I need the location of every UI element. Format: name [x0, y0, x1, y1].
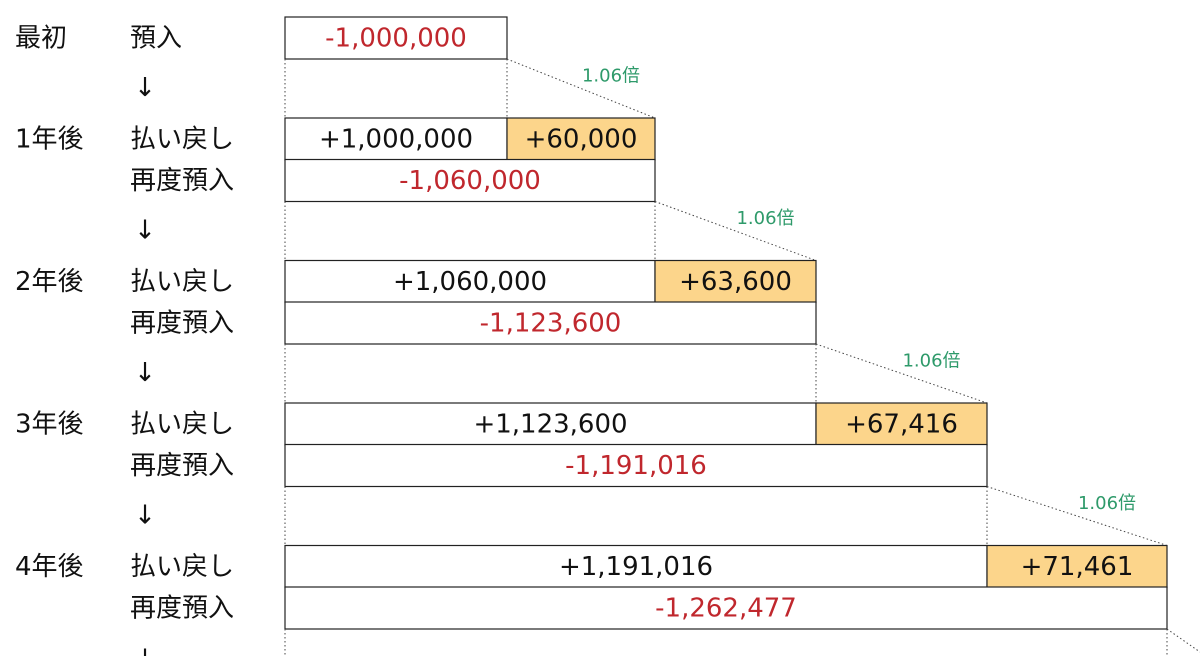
row-action: 再度預入: [130, 451, 234, 481]
redeposit-amount: -1,262,477: [655, 594, 797, 624]
refund-amount: +1,060,000: [393, 267, 547, 297]
redeposit-amount: -1,060,000: [399, 166, 541, 196]
row-action: 払い戻し: [130, 410, 234, 440]
arrow: ↓: [134, 645, 156, 656]
row-label: 2年後: [15, 267, 84, 297]
redeposit-box: [284, 158, 656, 203]
interest-amount: +60,000: [525, 125, 638, 155]
dotted-guide: [506, 58, 656, 119]
refund-amount: +1,191,016: [559, 552, 713, 582]
row-action: 再度預入: [130, 594, 234, 624]
redeposit-amount: -1,123,600: [480, 309, 622, 339]
interest-box: [654, 259, 817, 304]
row-label: 最初: [15, 24, 67, 54]
row-action: 再度預入: [130, 166, 234, 196]
interest-box: [986, 544, 1168, 589]
row-action: 払い戻し: [130, 552, 234, 582]
ratio-label: 1.06倍: [736, 208, 794, 229]
arrow: ↓: [134, 216, 156, 246]
interest-box: [815, 402, 988, 446]
ratio-label: 1.06倍: [902, 351, 960, 372]
dotted-guide: [654, 201, 817, 261]
ratio-label: 1.06倍: [582, 66, 640, 87]
interest-box: [506, 117, 656, 161]
refund-box: [284, 259, 656, 304]
interest-amount: +63,600: [679, 267, 792, 297]
refund-box: [284, 402, 817, 446]
row-action: 払い戻し: [130, 125, 234, 155]
dotted-guide: [1166, 628, 1200, 653]
ratio-label: 1.06倍: [1078, 493, 1136, 514]
row-action: 再度預入: [130, 309, 234, 339]
row-label: 4年後: [15, 552, 84, 582]
refund-amount: +1,123,600: [473, 410, 627, 440]
redeposit-box: [284, 586, 1168, 630]
deposit-amount: -1,000,000: [325, 24, 467, 54]
interest-amount: +67,416: [845, 410, 958, 440]
row-label: 3年後: [15, 410, 84, 440]
row-action: 預入: [130, 24, 182, 54]
arrow: ↓: [134, 73, 156, 103]
deposit-box: [284, 16, 508, 60]
redeposit-amount: -1,191,016: [565, 451, 707, 481]
refund-amount: +1,000,000: [319, 125, 473, 155]
row-label: 1年後: [15, 125, 84, 155]
arrow: ↓: [134, 501, 156, 531]
redeposit-box: [284, 443, 988, 488]
refund-box: [284, 544, 988, 589]
arrow: ↓: [134, 358, 156, 388]
interest-amount: +71,461: [1021, 552, 1134, 582]
redeposit-box: [284, 301, 817, 345]
row-action: 払い戻し: [130, 267, 234, 297]
